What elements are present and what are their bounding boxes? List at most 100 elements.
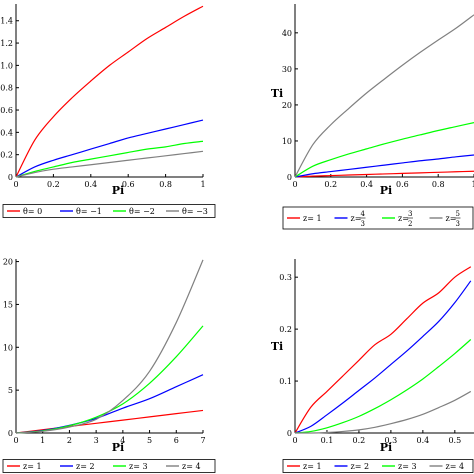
x-tick-label: 0.3 (385, 436, 398, 445)
legend-frac-den: 2 (408, 220, 412, 228)
chart-2: 00.20.40.60.81010203040PiTiz= 1z= 43z= 3… (271, 4, 474, 230)
legend-label-2: z= 2 (351, 462, 370, 471)
x-tick-label: 0.2 (47, 180, 60, 189)
x-tick-label: 0 (13, 180, 18, 189)
legend-frac-num: 4 (361, 210, 366, 218)
x-tick-label: 1 (40, 436, 45, 445)
legend-label-2: z= (351, 214, 362, 223)
legend: z= 1 z= 2 z= 3 z= 4 (282, 459, 474, 473)
x-tick-label: 0.2 (353, 436, 366, 445)
x-tick-label: 1 (471, 180, 474, 189)
chart-3: 0 1 2 3 4 5 6 7 0 5 10 15 20 Pi z= 1 z= 2 z= 3 z= 4 (2, 258, 216, 473)
x-axis-label: Pi (380, 441, 392, 454)
y-tick-label: 0.2 (0, 151, 13, 160)
y-tick-label: 0.4 (0, 128, 13, 137)
series-line-1 (15, 409, 204, 434)
series-line-2 (15, 119, 204, 178)
legend-frac-den: 3 (361, 220, 365, 228)
legend-label-3: z= 3 (129, 462, 148, 471)
legend-box (282, 206, 474, 230)
x-tick-label: 4 (120, 436, 125, 445)
y-tick-label: 0.2 (279, 325, 292, 334)
series-line-1 (294, 170, 474, 178)
series-line-1 (15, 5, 204, 178)
series-line-1 (294, 266, 472, 434)
series-line-3 (294, 339, 472, 434)
x-tick-label: 0 (292, 180, 297, 189)
x-axis-label: Pi (112, 184, 124, 197)
y-tick-label: 0.3 (279, 273, 292, 282)
x-axis-label: Pi (380, 184, 392, 197)
series-line-3 (15, 325, 204, 434)
series-line-3 (15, 140, 204, 178)
series-line-2 (294, 280, 472, 434)
y-tick-label: 0 (287, 429, 292, 438)
legend-label-3: z= 3 (398, 462, 417, 471)
y-tick-label: 30 (282, 65, 292, 74)
legend-label-4: z= (446, 214, 457, 223)
x-tick-label: 0 (13, 436, 18, 445)
y-axis-label: Ti (271, 87, 283, 100)
series-line-4 (15, 259, 204, 434)
legend-box (2, 459, 216, 473)
x-tick-label: 3 (94, 436, 99, 445)
legend-label-1: z= 1 (303, 462, 322, 471)
legend-label-3: z= (398, 214, 409, 223)
x-tick-label: 0.6 (396, 180, 409, 189)
x-tick-label: 0.4 (84, 180, 97, 189)
x-tick-label: 6 (174, 436, 179, 445)
y-tick-label: 1.2 (0, 39, 13, 48)
y-tick-label: 0 (287, 173, 292, 182)
x-tick-label: 0.6 (122, 180, 135, 189)
series-line-2 (294, 154, 474, 178)
y-tick-label: 40 (282, 29, 292, 38)
legend-frac-den: 3 (456, 220, 460, 228)
y-tick-label: 0.1 (279, 377, 292, 386)
legend-box (2, 204, 216, 218)
y-tick-label: 20 (282, 101, 292, 110)
y-tick-label: 0 (8, 173, 13, 182)
legend-frac-num: 3 (408, 210, 412, 218)
legend-label-4: z= 4 (446, 462, 465, 471)
series-line-3 (294, 121, 474, 178)
x-tick-label: 0 (292, 436, 297, 445)
x-tick-label: 0.1 (321, 436, 334, 445)
y-axis-label: Ti (271, 340, 283, 353)
x-tick-label: 0.2 (324, 180, 337, 189)
x-tick-label: 0.5 (448, 436, 461, 445)
legend-label-1: θ= 0 (23, 207, 42, 216)
series-line-4 (294, 14, 474, 178)
x-tick-label: 1 (200, 180, 205, 189)
legend-label-4: θ= −3 (182, 207, 208, 216)
legend-label-2: θ= −1 (76, 207, 102, 216)
series-line-2 (15, 374, 204, 434)
y-tick-label: 0 (8, 429, 13, 438)
x-tick-label: 2 (67, 436, 72, 445)
y-tick-label: 0.8 (0, 84, 13, 93)
legend-box (282, 459, 474, 473)
legend-label-3: θ= −2 (129, 207, 155, 216)
y-tick-label: 10 (3, 343, 13, 352)
legend-label-1: z= 1 (23, 462, 42, 471)
x-tick-label: 0.4 (416, 436, 429, 445)
x-tick-label: 0.8 (159, 180, 172, 189)
y-tick-label: 20 (3, 258, 13, 267)
legend-label-1: z= 1 (303, 214, 322, 223)
y-tick-label: 1.0 (0, 61, 13, 70)
y-tick-label: 5 (8, 386, 13, 395)
legend-label-4: z= 4 (182, 462, 201, 471)
legend-frac-num: 5 (456, 210, 460, 218)
x-tick-label: 7 (200, 436, 205, 445)
y-tick-label: 10 (282, 137, 292, 146)
legend: θ= 0 θ= −1 θ= −2 θ= −3 (2, 204, 216, 218)
x-tick-label: 5 (147, 436, 152, 445)
legend: z= 1 z= 2 z= 3 z= 4 (2, 459, 216, 473)
y-tick-label: 1.4 (0, 17, 13, 26)
x-tick-label: 0.8 (432, 180, 445, 189)
legend: z= 1 z= 43z= 32z= 53 (282, 206, 474, 230)
chart-1: 0 0.2 0.4 0.6 0.8 1 0 0.2 0.4 0.6 0.8 1.0 1.2 1.4 Pi θ=… (0, 4, 216, 218)
x-tick-label: 0.4 (360, 180, 373, 189)
legend-label-2: z= 2 (76, 462, 95, 471)
